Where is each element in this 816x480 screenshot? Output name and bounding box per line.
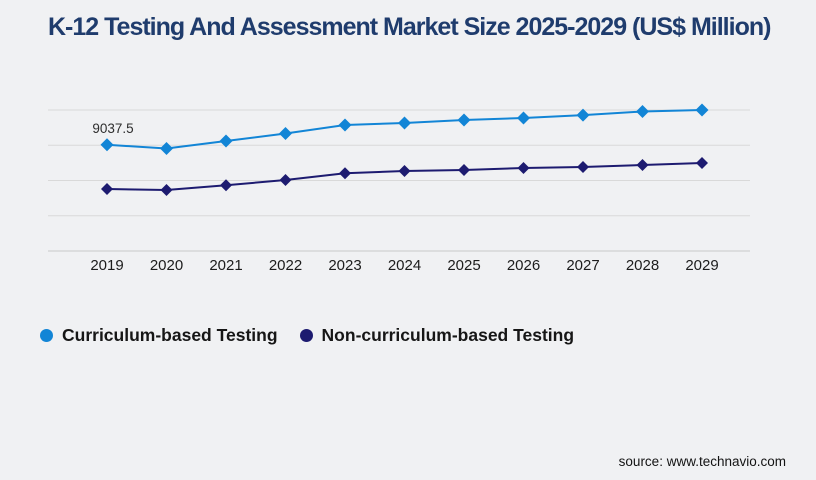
x-tick-label: 2019 — [90, 257, 123, 274]
data-point-marker — [338, 118, 352, 132]
data-point-marker — [696, 157, 708, 169]
data-point-marker — [339, 167, 351, 180]
data-point-marker — [279, 174, 292, 186]
data-point-marker — [279, 127, 292, 140]
data-point-marker — [100, 138, 114, 152]
data-point-marker — [636, 159, 649, 171]
data-point-marker — [457, 113, 471, 127]
chart-title: K-12 Testing And Assessment Market Size … — [48, 13, 771, 41]
data-point-marker — [219, 134, 233, 148]
legend-label: Non-curriculum-based Testing — [321, 325, 575, 345]
legend-marker-icon — [40, 329, 53, 342]
x-tick-label: 2025 — [447, 257, 480, 274]
data-point-marker — [220, 179, 232, 192]
x-tick-label: 2021 — [209, 257, 242, 274]
chart-legend: Curriculum-based Testing Non-curriculum-… — [40, 325, 574, 346]
legend-item-non-curriculum-based: Non-curriculum-based Testing — [299, 325, 575, 346]
data-point-marker — [398, 165, 411, 177]
data-point-marker — [398, 116, 411, 130]
x-tick-label: 2028 — [626, 257, 659, 274]
x-tick-label: 2026 — [507, 257, 540, 274]
x-tick-label: 2027 — [566, 257, 599, 274]
x-tick-label: 2022 — [269, 257, 302, 274]
data-point-marker — [517, 111, 530, 125]
data-point-marker — [695, 103, 709, 117]
legend-item-curriculum-based: Curriculum-based Testing — [40, 325, 278, 346]
legend-label: Curriculum-based Testing — [62, 325, 278, 345]
data-point-marker — [458, 164, 470, 176]
data-point-marker — [576, 108, 590, 122]
x-tick-label: 2020 — [150, 257, 183, 274]
point-value-label: 9037.5 — [92, 121, 133, 136]
source-attribution: source: www.technavio.com — [618, 454, 786, 469]
data-point-marker — [577, 161, 589, 173]
data-point-marker — [160, 142, 173, 155]
data-point-marker — [517, 162, 530, 174]
data-point-marker — [636, 105, 649, 118]
x-tick-label: 2029 — [685, 257, 718, 274]
legend-marker-icon — [299, 329, 313, 342]
x-tick-label: 2024 — [388, 257, 421, 274]
data-point-marker — [160, 184, 173, 196]
data-point-marker — [101, 183, 113, 195]
x-tick-label: 2023 — [328, 257, 361, 274]
